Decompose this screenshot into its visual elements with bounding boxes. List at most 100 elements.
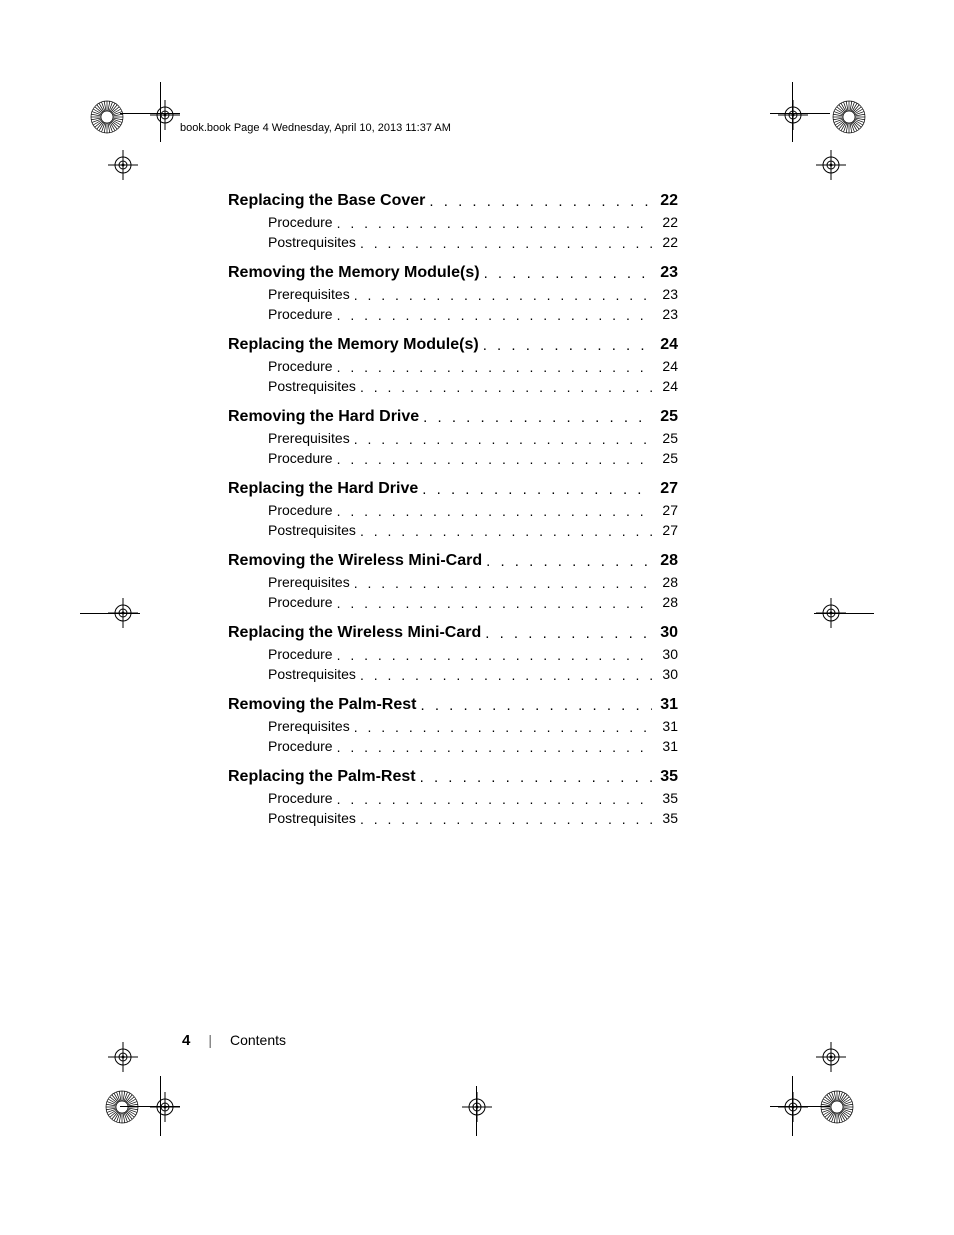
registration-mark-icon bbox=[462, 1092, 492, 1122]
toc-heading-row: Removing the Palm-Rest. . . . . . . . . … bbox=[228, 696, 678, 714]
toc-leader-dots: . . . . . . . . . . . . . . . . . . . . … bbox=[356, 811, 652, 827]
toc-sub-label: Postrequisites bbox=[268, 522, 356, 538]
toc-sub-page: 24 bbox=[652, 378, 678, 394]
registration-mark-icon bbox=[150, 1092, 180, 1122]
toc-sub-page: 35 bbox=[652, 810, 678, 826]
toc-sub-page: 23 bbox=[652, 306, 678, 322]
toc-sub-row: Procedure. . . . . . . . . . . . . . . .… bbox=[228, 502, 678, 518]
toc-heading-page: 35 bbox=[652, 768, 678, 786]
toc-sub-row: Procedure. . . . . . . . . . . . . . . .… bbox=[228, 450, 678, 466]
toc-heading-row: Removing the Wireless Mini-Card. . . . .… bbox=[228, 552, 678, 570]
toc-sub-label: Procedure bbox=[268, 306, 333, 322]
toc-leader-dots: . . . . . . . . . . . . . . . . . . . . … bbox=[350, 431, 652, 447]
toc-sub-label: Procedure bbox=[268, 594, 333, 610]
toc-sub-row: Procedure. . . . . . . . . . . . . . . .… bbox=[228, 594, 678, 610]
toc-heading-page: 25 bbox=[652, 408, 678, 426]
toc-heading-label: Replacing the Base Cover bbox=[228, 192, 425, 210]
toc-heading-label: Replacing the Hard Drive bbox=[228, 480, 418, 498]
footer-page-number: 4 bbox=[182, 1032, 190, 1049]
toc-sub-label: Procedure bbox=[268, 646, 333, 662]
registration-mark-icon bbox=[816, 150, 846, 180]
toc-heading-row: Removing the Hard Drive. . . . . . . . .… bbox=[228, 408, 678, 426]
toc-section: Removing the Wireless Mini-Card. . . . .… bbox=[228, 552, 678, 610]
toc-leader-dots: . . . . . . . . . . . . . . . . . . . . … bbox=[356, 235, 652, 251]
toc-section: Removing the Palm-Rest. . . . . . . . . … bbox=[228, 696, 678, 754]
toc-heading-label: Removing the Hard Drive bbox=[228, 408, 419, 426]
toc-heading-row: Replacing the Memory Module(s). . . . . … bbox=[228, 336, 678, 354]
toc-sub-label: Procedure bbox=[268, 790, 333, 806]
toc-sub-label: Postrequisites bbox=[268, 378, 356, 394]
toc-sub-row: Prerequisites. . . . . . . . . . . . . .… bbox=[228, 574, 678, 590]
toc-sub-label: Postrequisites bbox=[268, 666, 356, 682]
toc-leader-dots: . . . . . . . . . . . . . . . . . . . . … bbox=[418, 481, 652, 498]
toc-leader-dots: . . . . . . . . . . . . . . . . . . . . … bbox=[333, 307, 652, 323]
toc-sub-label: Prerequisites bbox=[268, 718, 350, 734]
toc-sub-page: 23 bbox=[652, 286, 678, 302]
toc-sub-page: 25 bbox=[652, 430, 678, 446]
toc-leader-dots: . . . . . . . . . . . . . . . . . . . . … bbox=[350, 575, 652, 591]
toc-leader-dots: . . . . . . . . . . . . . . . . . . . . … bbox=[356, 667, 652, 683]
toc-leader-dots: . . . . . . . . . . . . . . . . . . . . … bbox=[333, 503, 652, 519]
toc-section: Replacing the Memory Module(s). . . . . … bbox=[228, 336, 678, 394]
toc-leader-dots: . . . . . . . . . . . . . . . . . . . . … bbox=[333, 451, 652, 467]
toc-sub-label: Prerequisites bbox=[268, 574, 350, 590]
toc-heading-label: Removing the Palm-Rest bbox=[228, 696, 416, 714]
toc-sub-page: 35 bbox=[652, 790, 678, 806]
toc-section: Removing the Hard Drive . . . . . . . . .… bbox=[228, 408, 678, 466]
toc-sub-page: 22 bbox=[652, 214, 678, 230]
toc-heading-label: Replacing the Palm-Rest bbox=[228, 768, 416, 786]
toc-heading-page: 30 bbox=[652, 624, 678, 642]
toc-leader-dots: . . . . . . . . . . . . . . . . . . . . … bbox=[333, 739, 652, 755]
toc-heading-label: Removing the Memory Module(s) bbox=[228, 264, 480, 282]
toc-sub-page: 28 bbox=[652, 574, 678, 590]
toc-leader-dots: . . . . . . . . . . . . . . . . . . . . … bbox=[416, 769, 652, 786]
toc-sub-row: Procedure. . . . . . . . . . . . . . . .… bbox=[228, 306, 678, 322]
toc-heading-row: Replacing the Wireless Mini-Card. . . . … bbox=[228, 624, 678, 642]
registration-mark-icon bbox=[778, 1092, 808, 1122]
toc-sub-row: Procedure. . . . . . . . . . . . . . . .… bbox=[228, 738, 678, 754]
toc-heading-page: 31 bbox=[652, 696, 678, 714]
toc-sub-row: Procedure. . . . . . . . . . . . . . . .… bbox=[228, 790, 678, 806]
color-wheel-icon bbox=[820, 1090, 854, 1124]
toc-leader-dots: . . . . . . . . . . . . . . . . . . . . … bbox=[333, 647, 652, 663]
footer: 4 | Contents bbox=[182, 1032, 286, 1049]
registration-mark-icon bbox=[108, 1042, 138, 1072]
toc-sub-page: 31 bbox=[652, 738, 678, 754]
color-wheel-icon bbox=[105, 1090, 139, 1124]
toc-leader-dots: . . . . . . . . . . . . . . . . . . . . … bbox=[356, 523, 652, 539]
toc-sub-row: Prerequisites. . . . . . . . . . . . . .… bbox=[228, 430, 678, 446]
toc-sub-row: Postrequisites. . . . . . . . . . . . . … bbox=[228, 666, 678, 682]
toc-sub-page: 30 bbox=[652, 646, 678, 662]
toc-leader-dots: . . . . . . . . . . . . . . . . . . . . … bbox=[356, 379, 652, 395]
header-text: book.book Page 4 Wednesday, April 10, 20… bbox=[180, 122, 451, 134]
toc-sub-label: Prerequisites bbox=[268, 430, 350, 446]
footer-separator: | bbox=[208, 1032, 212, 1048]
toc-leader-dots: . . . . . . . . . . . . . . . . . . . . … bbox=[482, 553, 652, 570]
toc-sub-label: Procedure bbox=[268, 358, 333, 374]
toc-leader-dots: . . . . . . . . . . . . . . . . . . . . … bbox=[350, 287, 652, 303]
toc-sub-label: Procedure bbox=[268, 738, 333, 754]
toc-leader-dots: . . . . . . . . . . . . . . . . . . . . … bbox=[333, 791, 652, 807]
toc-heading-row: Replacing the Base Cover. . . . . . . . … bbox=[228, 192, 678, 210]
color-wheel-icon bbox=[832, 100, 866, 134]
toc-sub-row: Procedure. . . . . . . . . . . . . . . .… bbox=[228, 214, 678, 230]
toc-leader-dots: . . . . . . . . . . . . . . . . . . . . … bbox=[481, 625, 652, 642]
color-wheel-icon bbox=[90, 100, 124, 134]
toc-sub-row: Procedure. . . . . . . . . . . . . . . .… bbox=[228, 646, 678, 662]
toc-sub-page: 22 bbox=[652, 234, 678, 250]
toc-sub-page: 31 bbox=[652, 718, 678, 734]
toc-sub-row: Postrequisites. . . . . . . . . . . . . … bbox=[228, 810, 678, 826]
toc-leader-dots: . . . . . . . . . . . . . . . . . . . . … bbox=[333, 359, 652, 375]
toc-heading-page: 22 bbox=[652, 192, 678, 210]
toc-sub-row: Prerequisites. . . . . . . . . . . . . .… bbox=[228, 286, 678, 302]
toc-leader-dots: . . . . . . . . . . . . . . . . . . . . … bbox=[479, 337, 652, 354]
toc-leader-dots: . . . . . . . . . . . . . . . . . . . . … bbox=[480, 265, 652, 282]
toc-heading-label: Removing the Wireless Mini-Card bbox=[228, 552, 482, 570]
toc-heading-label: Replacing the Memory Module(s) bbox=[228, 336, 479, 354]
toc-sub-row: Prerequisites. . . . . . . . . . . . . .… bbox=[228, 718, 678, 734]
toc-sub-page: 27 bbox=[652, 502, 678, 518]
toc-sub-label: Postrequisites bbox=[268, 810, 356, 826]
toc-heading-label: Replacing the Wireless Mini-Card bbox=[228, 624, 481, 642]
footer-section-label: Contents bbox=[230, 1032, 286, 1048]
toc-leader-dots: . . . . . . . . . . . . . . . . . . . . … bbox=[416, 697, 652, 714]
